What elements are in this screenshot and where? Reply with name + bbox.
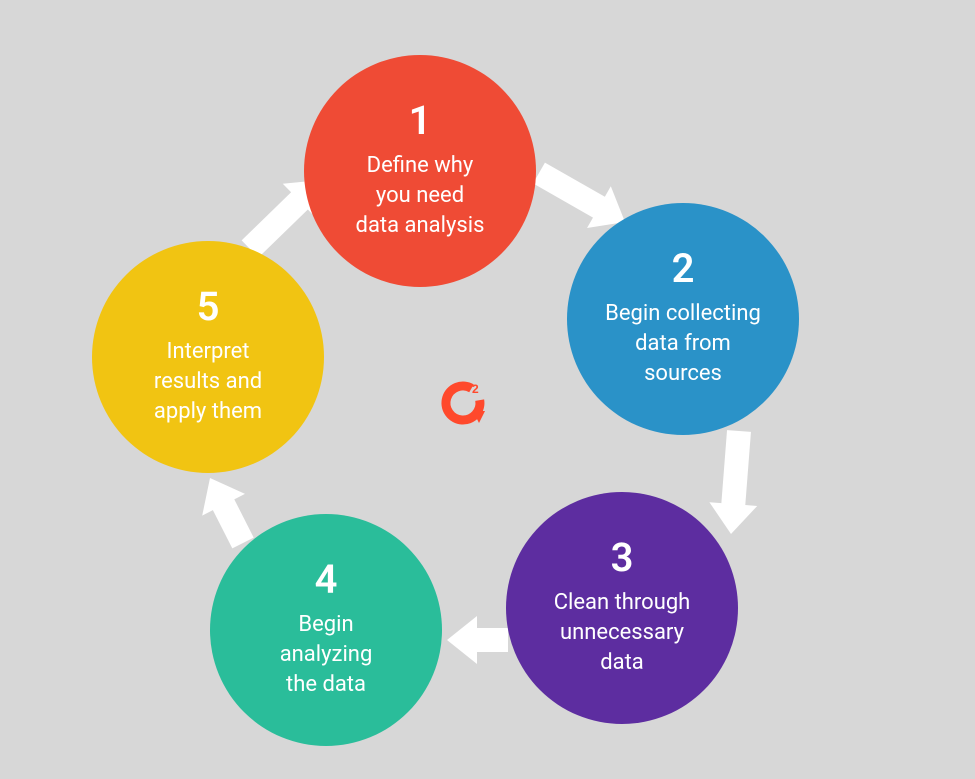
g2-logo-icon: 2 (439, 379, 487, 427)
cycle-node-number: 3 (611, 538, 634, 578)
cycle-node-label: Begin analyzing the data (280, 610, 373, 699)
cycle-diagram: 1 Define why you need data analysis 2 Begin… (0, 0, 975, 779)
cycle-node-number: 2 (672, 249, 695, 289)
cycle-node-label: Clean through unnecessary data (554, 588, 691, 677)
cycle-node-number: 5 (197, 287, 220, 327)
cycle-arrow (707, 429, 763, 536)
cycle-node-number: 1 (409, 101, 432, 141)
cycle-node-label: Define why you need data analysis (356, 151, 485, 240)
cycle-node-label: Interpret results and apply them (154, 337, 262, 426)
cycle-node-number: 4 (315, 560, 338, 600)
cycle-node-step-2: 2 Begin collecting data from sources (567, 203, 799, 435)
cycle-node-step-3: 3 Clean through unnecessary data (506, 492, 738, 724)
cycle-arrow (447, 616, 508, 664)
cycle-node-label: Begin collecting data from sources (605, 299, 761, 388)
cycle-node-step-1: 1 Define why you need data analysis (304, 55, 536, 287)
cycle-node-step-4: 4 Begin analyzing the data (210, 514, 442, 746)
svg-text:2: 2 (472, 382, 479, 396)
cycle-node-step-5: 5 Interpret results and apply them (92, 241, 324, 473)
